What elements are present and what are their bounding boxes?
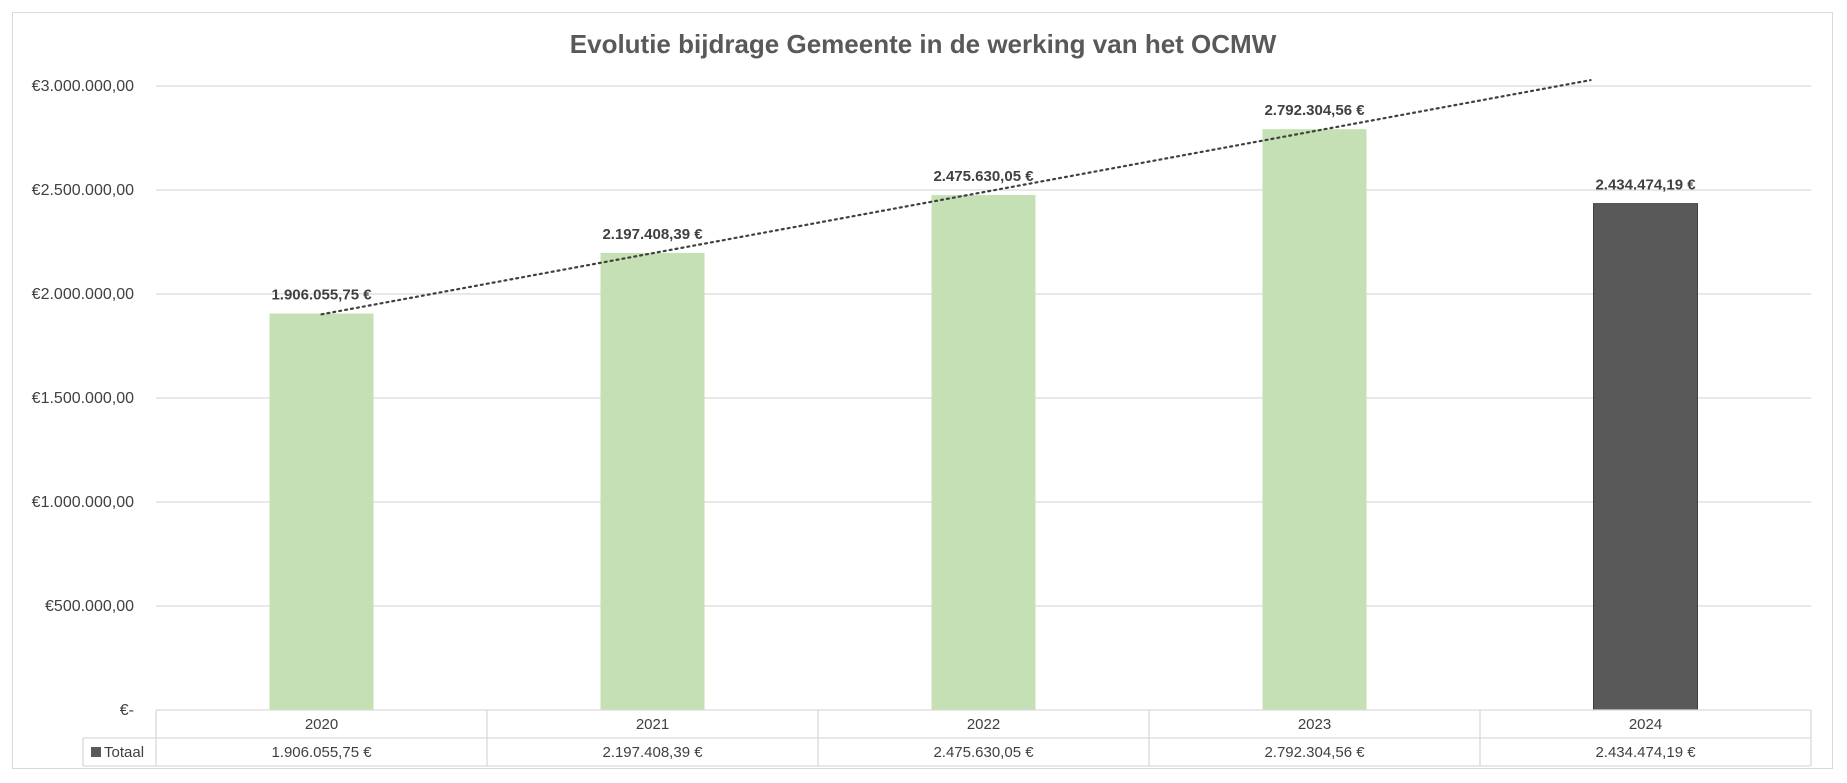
x-tick-label: 2021 — [636, 716, 669, 733]
trendline-group — [320, 79, 1592, 316]
data-label: 1.906.055,75 € — [271, 287, 372, 304]
bar-2021 — [600, 252, 705, 710]
y-tick-label: €- — [120, 702, 134, 719]
table-cell: 2.434.474,19 € — [1595, 744, 1696, 761]
y-tick-label: €3.000.000,00 — [32, 78, 134, 95]
trendline — [320, 79, 1592, 316]
y-tick-label: €2.000.000,00 — [32, 286, 134, 303]
y-tick-label: €1.500.000,00 — [32, 390, 134, 407]
x-tick-label: 2022 — [967, 716, 1000, 733]
table-cell: 2.792.304,56 € — [1264, 744, 1365, 761]
bars — [269, 129, 1698, 711]
bar-2024 — [1593, 203, 1698, 711]
series-name: Totaal — [104, 744, 144, 761]
y-tick-label: €1.000.000,00 — [32, 494, 134, 511]
gridlines — [156, 85, 1811, 607]
table-cell: 1.906.055,75 € — [271, 744, 372, 761]
bar-2023 — [1262, 129, 1367, 710]
bar-2022 — [931, 195, 1036, 710]
data-label: 2.475.630,05 € — [933, 168, 1034, 185]
legend-key — [91, 747, 101, 757]
table-cell: 2.475.630,05 € — [933, 744, 1034, 761]
x-tick-label: 2024 — [1629, 716, 1662, 733]
data-label: 2.434.474,19 € — [1595, 177, 1696, 194]
data-labels: 1.906.055,75 € 2.197.408,39 € 2.475.630,05… — [271, 102, 1696, 303]
chart-title: Evolutie bijdrage Gemeente in de werking… — [570, 29, 1277, 59]
x-tick-label: 2020 — [305, 716, 338, 733]
table-cell: 2.197.408,39 € — [602, 744, 703, 761]
bar-2020 — [269, 313, 374, 710]
data-table: 2020 2021 2022 2023 2024 1.906.055,75 € 2.197.… — [82, 709, 1812, 767]
y-tick-label: €500.000,00 — [45, 598, 134, 615]
data-label: 2.197.408,39 € — [602, 226, 703, 243]
y-tick-label: €2.500.000,00 — [32, 182, 134, 199]
x-tick-label: 2023 — [1298, 716, 1331, 733]
data-label: 2.792.304,56 € — [1264, 102, 1365, 119]
y-axis-tick-labels: €- €500.000,00 €1.000.000,00 €1.500.000,00 €… — [32, 78, 134, 719]
